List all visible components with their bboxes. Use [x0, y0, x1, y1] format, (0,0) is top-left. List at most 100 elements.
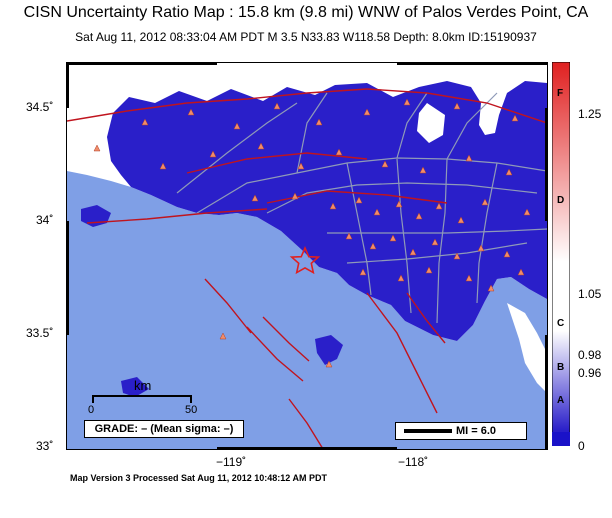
road — [296, 92, 328, 174]
fault — [86, 208, 268, 224]
station-marker — [453, 252, 461, 260]
map-canvas — [67, 63, 547, 449]
mi-label: MI = 6.0 — [456, 425, 497, 437]
low-coverage-patch — [507, 303, 547, 393]
fault — [204, 278, 252, 334]
lat-label: 34˚ — [36, 213, 54, 227]
grade-b: B — [557, 362, 565, 373]
road — [346, 242, 528, 264]
station-marker — [517, 268, 525, 276]
low-coverage-patch — [417, 103, 445, 143]
colorbar-value: 1.05 — [578, 287, 602, 301]
fault — [262, 316, 310, 362]
island — [121, 377, 149, 397]
lat-label: 33˚ — [36, 439, 54, 453]
fault — [246, 326, 304, 382]
station-marker — [425, 266, 433, 274]
station-marker — [395, 200, 403, 208]
road — [436, 158, 448, 324]
station-marker — [397, 274, 405, 282]
station-marker — [209, 150, 217, 158]
road — [176, 102, 298, 194]
colorbar-value: 1.25 — [578, 107, 602, 121]
station-marker — [403, 98, 411, 106]
station-marker — [477, 244, 485, 252]
road — [396, 158, 412, 314]
road — [346, 162, 372, 296]
station-marker — [187, 108, 195, 116]
station-marker — [419, 166, 427, 174]
station-marker — [409, 248, 417, 256]
station-marker — [291, 192, 299, 200]
station-marker — [487, 284, 495, 292]
station-marker — [251, 194, 259, 202]
station-marker — [453, 102, 461, 110]
lat-label: 33.5˚ — [26, 326, 54, 340]
epicenter-star — [289, 246, 321, 275]
station-marker — [273, 102, 281, 110]
station-marker — [233, 122, 241, 130]
event-details: Sat Aug 11, 2012 08:33:04 AM PDT M 3.5 N… — [75, 30, 537, 44]
station-marker — [363, 108, 371, 116]
station-marker — [93, 144, 101, 152]
fault — [366, 292, 438, 414]
station-marker — [415, 212, 423, 220]
station-marker — [505, 168, 513, 176]
station-marker — [315, 118, 323, 126]
scale-end: 50 — [185, 404, 198, 416]
scale-line — [92, 395, 192, 397]
mi-line — [404, 429, 452, 433]
lon-label: −119˚ — [216, 455, 247, 469]
station-marker — [345, 232, 353, 240]
lon-label: −118˚ — [398, 455, 429, 469]
station-marker — [465, 274, 473, 282]
scale-tick — [92, 395, 94, 403]
station-marker — [431, 238, 439, 246]
station-marker — [159, 162, 167, 170]
fault-lines — [67, 88, 547, 449]
station-marker — [481, 198, 489, 206]
grade-a: A — [557, 395, 565, 406]
mi-legend: MI = 6.0 — [395, 422, 527, 440]
low-coverage-patch — [67, 85, 105, 171]
processing-footer: Map Version 3 Processed Sat Aug 11, 2012… — [70, 473, 327, 483]
map-title: CISN Uncertainty Ratio Map : 15.8 km (9.… — [23, 4, 589, 21]
fault — [186, 152, 368, 174]
grade-c: C — [557, 318, 565, 329]
road — [196, 157, 547, 214]
station-marker — [219, 332, 227, 340]
colorbar-value: 0 — [578, 439, 585, 453]
station-marker — [297, 162, 305, 170]
high-coverage-area — [107, 81, 547, 341]
scale-bar: km 0 50 — [86, 378, 206, 418]
scale-tick — [190, 395, 192, 403]
colorbar-value: 0.98 — [578, 348, 602, 362]
station-marker — [359, 268, 367, 276]
station-marker — [465, 154, 473, 162]
station-marker — [511, 114, 519, 122]
station-markers — [93, 98, 531, 368]
uncertainty-colorbar — [552, 62, 570, 446]
station-marker — [435, 202, 443, 210]
road — [327, 228, 547, 234]
grade-d: D — [557, 195, 565, 206]
station-marker — [373, 208, 381, 216]
scale-start: 0 — [88, 404, 95, 416]
station-marker — [523, 208, 531, 216]
station-marker — [355, 196, 363, 204]
road — [396, 92, 428, 159]
station-marker — [329, 202, 337, 210]
station-marker — [141, 118, 149, 126]
station-marker — [457, 216, 465, 224]
station-marker — [503, 250, 511, 258]
station-marker — [257, 142, 265, 150]
station-marker — [389, 234, 397, 242]
uncertainty-map[interactable] — [66, 62, 548, 450]
station-marker — [325, 360, 333, 368]
colorbar-value: 0.96 — [578, 366, 602, 380]
station-marker — [381, 160, 389, 168]
fault — [288, 398, 324, 449]
scale-unit: km — [134, 378, 152, 393]
station-marker — [335, 148, 343, 156]
lat-label: 34.5˚ — [26, 100, 54, 114]
